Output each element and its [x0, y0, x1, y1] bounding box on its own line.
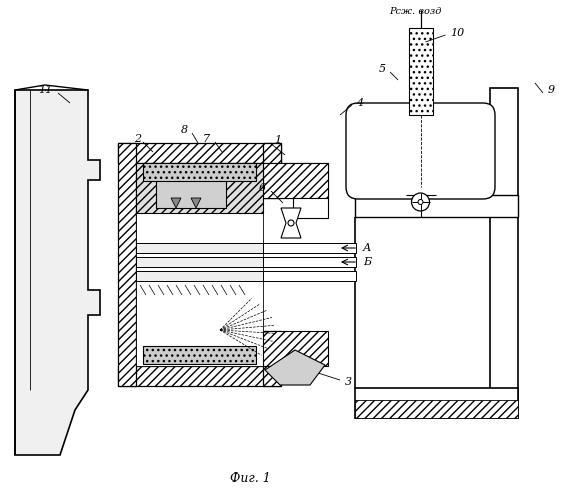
Bar — [136, 163, 263, 213]
Text: 4: 4 — [356, 98, 363, 108]
FancyBboxPatch shape — [346, 103, 495, 199]
Bar — [263, 163, 328, 198]
Bar — [136, 257, 263, 267]
Polygon shape — [171, 198, 181, 208]
Bar — [136, 257, 356, 267]
Bar — [118, 143, 281, 163]
Circle shape — [412, 193, 429, 211]
Bar — [355, 195, 518, 217]
Text: 7: 7 — [203, 134, 210, 144]
Bar — [136, 163, 263, 366]
Text: 2: 2 — [134, 134, 142, 144]
Polygon shape — [15, 90, 100, 455]
Bar — [136, 243, 263, 253]
Bar — [355, 388, 518, 418]
Text: Б: Б — [363, 257, 371, 267]
Text: 10: 10 — [451, 28, 465, 38]
Bar — [118, 366, 281, 386]
Text: 3: 3 — [345, 377, 352, 387]
Text: 1: 1 — [274, 135, 282, 145]
Bar — [263, 163, 328, 198]
Bar — [355, 400, 518, 418]
Text: Фиг. 1: Фиг. 1 — [230, 472, 270, 484]
Bar — [136, 271, 263, 281]
Text: 11: 11 — [38, 85, 52, 95]
Text: 8: 8 — [181, 125, 188, 135]
Bar — [143, 346, 256, 364]
Text: Рсж. возд: Рсж. возд — [390, 8, 442, 16]
Bar — [136, 243, 356, 253]
Bar — [293, 198, 328, 218]
Bar — [408, 28, 433, 115]
Bar — [143, 163, 256, 181]
Text: 9: 9 — [548, 85, 555, 95]
Bar — [136, 271, 356, 281]
Circle shape — [288, 220, 294, 226]
Bar — [263, 331, 328, 366]
Bar — [263, 331, 281, 386]
Circle shape — [418, 200, 423, 204]
Bar — [490, 88, 518, 418]
Bar — [118, 143, 136, 386]
Polygon shape — [265, 350, 325, 385]
Polygon shape — [191, 198, 201, 208]
Bar — [156, 173, 226, 208]
Text: 5: 5 — [379, 64, 386, 74]
Text: 6: 6 — [259, 183, 266, 193]
Text: А: А — [363, 243, 371, 253]
Bar — [263, 143, 281, 198]
Polygon shape — [281, 208, 301, 238]
